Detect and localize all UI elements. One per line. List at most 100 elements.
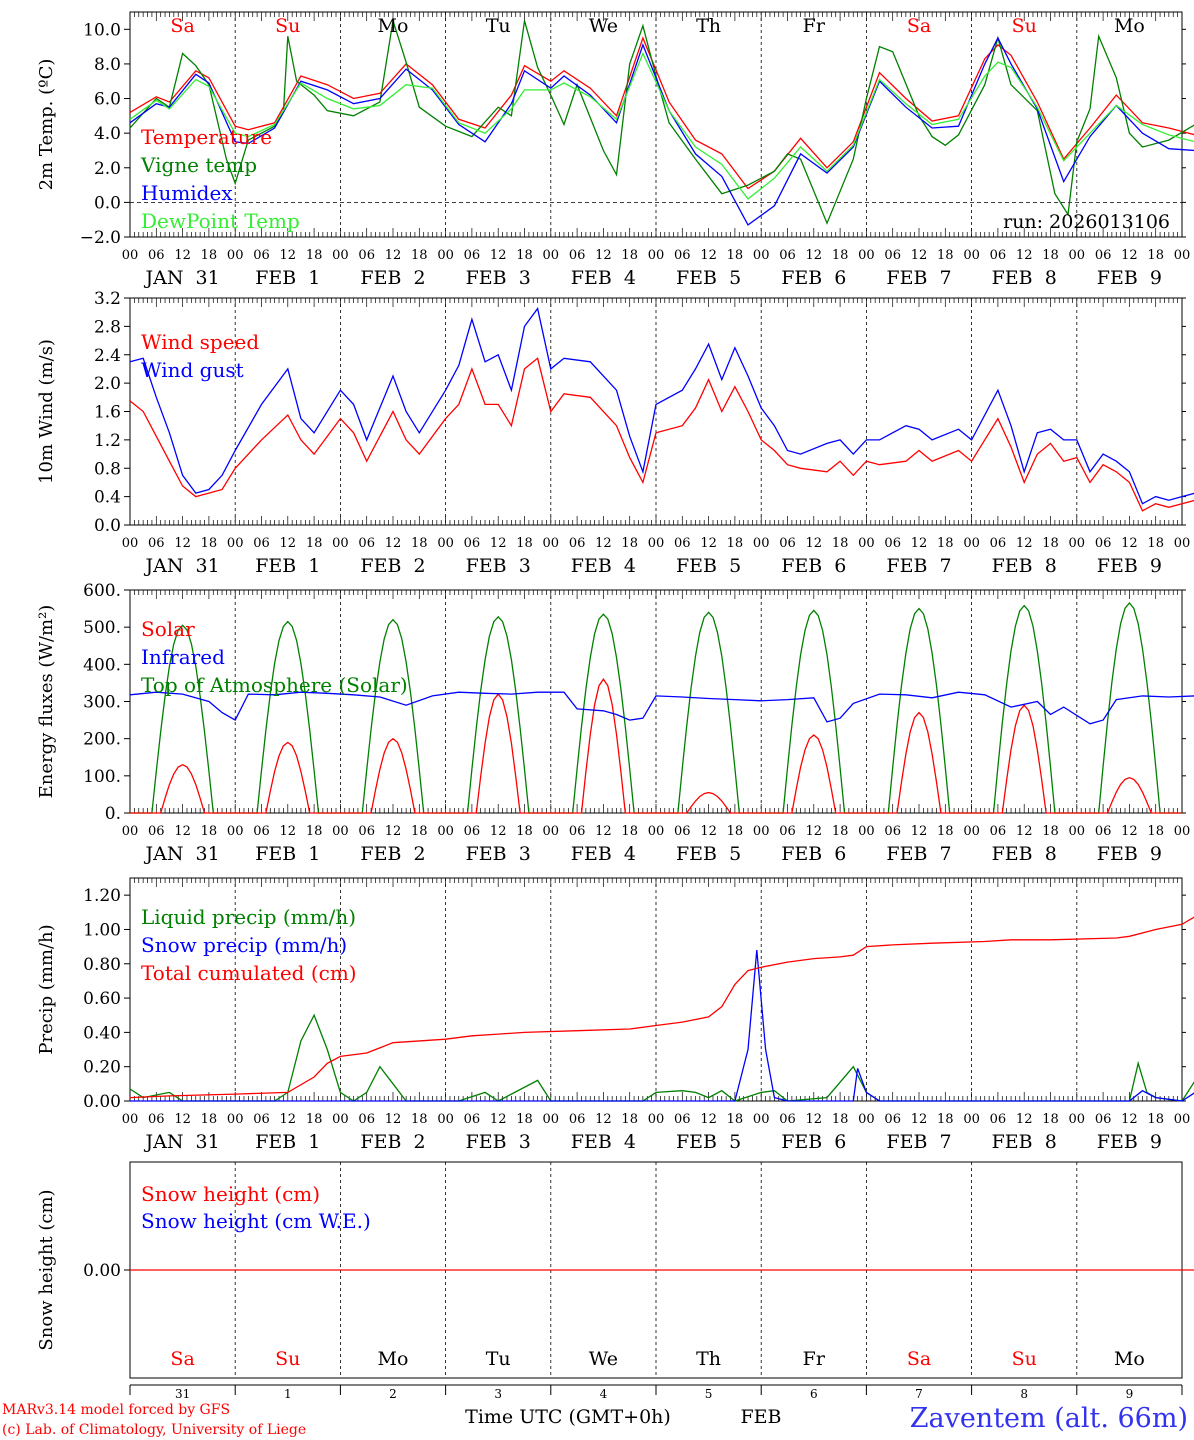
hour-tick-label: 00 [753,824,770,839]
weekday-label: Sa [907,15,931,37]
hour-tick-label: 00 [963,824,980,839]
date-label: FEB 3 [466,267,531,289]
hour-tick-label: 18 [411,824,428,839]
series-solar [130,678,1182,814]
hour-tick-label: 18 [832,824,849,839]
hour-tick-label: 06 [148,824,165,839]
date-label: FEB 3 [466,555,531,577]
hour-tick-label: 18 [201,248,218,263]
series-humidex [129,36,1194,226]
weekday-label: Su [1012,15,1037,37]
legend-entry: Snow precip (mm/h) [141,933,347,957]
panel-snow [124,1161,1194,1379]
hour-tick-label: 00 [1069,536,1086,551]
date-label: FEB 5 [676,555,741,577]
hour-tick-label: 12 [490,248,507,263]
x-axis-label: Time UTC (GMT+0h) [465,1406,671,1428]
hour-tick-label: 18 [516,248,533,263]
hour-tick-label: 06 [148,248,165,263]
hour-tick-label: 06 [569,1112,586,1127]
y-tick-label: 400. [83,655,121,675]
date-label: FEB 7 [886,1131,951,1153]
hour-tick-label: 00 [963,248,980,263]
y-tick-label: 0.0 [94,516,121,536]
y-tick-label: 0.4 [94,488,121,508]
date-label: FEB 2 [360,843,425,865]
date-label: FEB 4 [571,267,636,289]
hour-tick-label: 12 [1016,824,1033,839]
hour-tick-label: 00 [753,248,770,263]
hour-tick-label: 06 [884,824,901,839]
hour-tick-label: 12 [806,248,823,263]
hour-tick-label: 00 [1174,824,1191,839]
series-dewpoint-temp [129,51,1194,200]
panel-precip [124,877,1194,1102]
date-label: FEB 7 [886,267,951,289]
day-number: 7 [915,1387,923,1401]
day-number: 9 [1126,1387,1134,1401]
date-label: FEB 1 [255,267,320,289]
hour-tick-label: 06 [464,536,481,551]
y-tick-label: 2.0 [94,374,121,394]
date-label: JAN 31 [143,555,219,577]
legend-entry: Top of Atmosphere (Solar) [141,673,408,697]
y-tick-label: 200. [83,730,121,750]
y-axis-label: Precip (mm/h) [36,924,57,1054]
date-label: FEB 1 [255,843,320,865]
hour-tick-label: 00 [543,1112,560,1127]
hour-tick-label: 12 [911,824,928,839]
hour-tick-label: 00 [1069,824,1086,839]
y-tick-label: −2.0 [80,228,121,248]
weekday-label: Sa [907,1348,931,1370]
hour-tick-label: 12 [385,824,402,839]
hour-tick-label: 06 [884,1112,901,1127]
weekday-label: Su [275,15,300,37]
station-title: Zaventem (alt. 66m) [910,1403,1188,1434]
y-tick-label: 0.80 [83,955,121,975]
hour-tick-label: 12 [174,824,191,839]
hour-tick-label: 18 [1042,824,1059,839]
hour-tick-label: 06 [358,536,375,551]
hour-tick-label: 18 [201,824,218,839]
date-label: FEB 9 [1097,843,1162,865]
hour-tick-label: 06 [569,248,586,263]
hour-tick-label: 06 [569,824,586,839]
hour-tick-label: 18 [1042,1112,1059,1127]
hour-tick-label: 00 [332,536,349,551]
hour-tick-label: 18 [306,1112,323,1127]
hour-tick-label: 18 [621,824,638,839]
hour-tick-label: 00 [858,824,875,839]
y-tick-label: 600. [83,581,121,601]
hour-tick-label: 06 [990,248,1007,263]
hour-tick-label: 00 [648,536,665,551]
panel-wind [124,297,1194,526]
hour-tick-label: 12 [1121,1112,1138,1127]
y-tick-label: 100. [83,767,121,787]
hour-tick-label: 06 [148,1112,165,1127]
hour-tick-label: 18 [621,1112,638,1127]
hour-tick-label: 18 [411,536,428,551]
legend-entry: DewPoint Temp [141,209,300,233]
hour-tick-label: 06 [464,248,481,263]
y-tick-label: 500. [83,618,121,638]
hour-tick-label: 06 [358,1112,375,1127]
hour-tick-label: 00 [437,1112,454,1127]
date-label: FEB 9 [1097,267,1162,289]
legend-entry: Humidex [141,181,233,205]
weekday-label: Sa [170,15,194,37]
hour-tick-label: 18 [727,824,744,839]
legend-entry: Vigne temp [140,153,257,177]
hour-tick-label: 06 [779,536,796,551]
date-label: FEB 4 [571,1131,636,1153]
series-wind-gust [129,307,1194,505]
hour-tick-label: 00 [1174,1112,1191,1127]
hour-tick-label: 12 [385,536,402,551]
hour-tick-label: 12 [280,1112,297,1127]
date-label: FEB 1 [255,1131,320,1153]
hour-tick-label: 12 [700,248,717,263]
hour-tick-label: 12 [1016,248,1033,263]
hour-tick-label: 06 [674,248,691,263]
weekday-label: Mo [1114,1348,1145,1370]
date-label: FEB 5 [676,843,741,865]
